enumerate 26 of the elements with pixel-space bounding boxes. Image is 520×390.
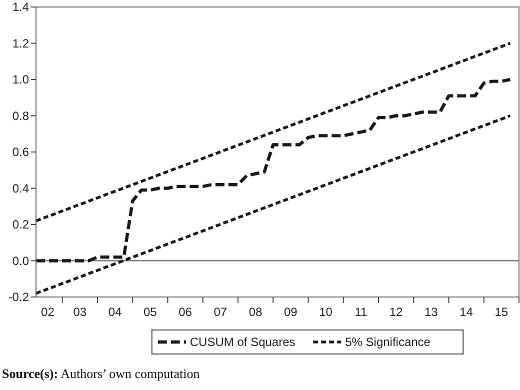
legend-label: 5% Significance xyxy=(345,335,431,350)
x-tick-label: 07 xyxy=(214,305,228,319)
x-tick-label: 02 xyxy=(41,305,55,319)
x-tick-label: 12 xyxy=(389,305,404,319)
x-tick-label: 04 xyxy=(108,305,122,319)
y-tick-label: 1.4 xyxy=(12,0,30,14)
x-tick-label: 09 xyxy=(284,305,298,319)
y-tick-label: 0.8 xyxy=(12,108,30,123)
x-tick-label: 11 xyxy=(354,305,368,319)
x-tick-label: 08 xyxy=(248,305,263,319)
x-tick-label: 03 xyxy=(73,305,87,319)
y-tick-label: 0.0 xyxy=(12,254,30,268)
legend-label: CUSUM of Squares xyxy=(190,335,296,350)
y-tick-label: 1.2 xyxy=(12,36,30,50)
x-tick-label: 06 xyxy=(178,305,192,319)
y-tick-label: 0.2 xyxy=(12,218,30,232)
y-tick-label: 0.4 xyxy=(12,181,30,196)
x-tick-label: 15 xyxy=(494,305,508,319)
x-tick-label: 14 xyxy=(460,305,474,319)
x-tick-label: 10 xyxy=(319,305,333,319)
x-tick-label: 13 xyxy=(424,305,438,319)
y-tick-label: 1.0 xyxy=(12,72,30,87)
x-tick-label: 05 xyxy=(143,305,158,319)
source-note: Source(s): Authors’ own computation xyxy=(2,366,200,381)
y-tick-label: -0.2 xyxy=(8,290,30,304)
y-tick-label: 0.6 xyxy=(12,145,30,160)
